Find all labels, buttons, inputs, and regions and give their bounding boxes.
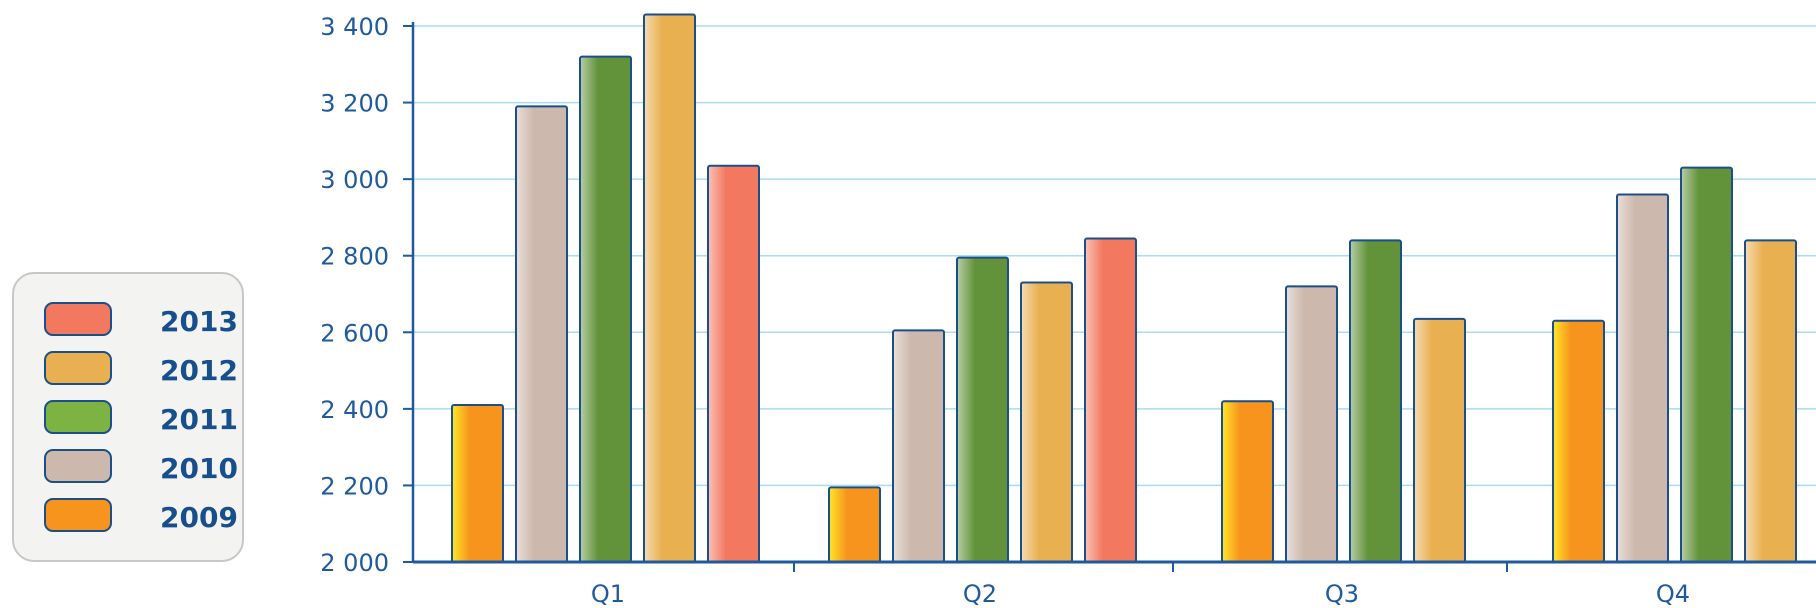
bar-2010-Q2 xyxy=(892,329,945,563)
bar-2009-Q1 xyxy=(451,404,504,563)
x-tick-label: Q1 xyxy=(591,580,625,608)
legend-swatch xyxy=(44,351,112,385)
legend: 2013 2012 2011 2010 2009 xyxy=(12,272,244,562)
legend-label: 2011 xyxy=(160,403,238,436)
legend-swatch xyxy=(44,400,112,434)
y-tick-label: 3 200 xyxy=(320,90,389,118)
legend-swatch xyxy=(44,498,112,532)
bar-2012-Q1 xyxy=(643,13,696,564)
legend-item: 2012 xyxy=(44,351,238,389)
legend-label: 2012 xyxy=(160,354,238,387)
bar-2009-Q4 xyxy=(1552,319,1605,563)
legend-label: 2009 xyxy=(160,501,238,534)
bar-2011-Q2 xyxy=(956,256,1009,563)
x-tick-label: Q4 xyxy=(1656,580,1690,608)
legend-swatch xyxy=(44,449,112,483)
y-tick-label: 2 600 xyxy=(320,319,389,347)
y-tick-label: 3 400 xyxy=(320,13,389,41)
axes xyxy=(403,22,1816,572)
bar-2011-Q4 xyxy=(1680,166,1733,564)
legend-item: 2013 xyxy=(44,302,238,340)
bar-2013-Q1 xyxy=(707,164,760,563)
bar-2010-Q4 xyxy=(1616,193,1669,563)
y-tick-label: 2 000 xyxy=(320,549,389,577)
bar-2009-Q2 xyxy=(828,486,881,564)
bar-2010-Q1 xyxy=(515,105,568,564)
legend-item: 2009 xyxy=(44,498,238,536)
bars xyxy=(451,13,1797,564)
bar-2009-Q3 xyxy=(1221,400,1274,564)
tick-labels: 2 000 2 200 2 400 2 600 2 800 3 000 3 200 3 400… xyxy=(320,13,1690,608)
y-tick-label: 2 200 xyxy=(320,472,389,500)
bar-2012-Q3 xyxy=(1413,317,1466,563)
x-tick-label: Q2 xyxy=(963,580,997,608)
bar-2013-Q2 xyxy=(1084,237,1137,563)
legend-item: 2010 xyxy=(44,449,238,487)
x-tick-label: Q3 xyxy=(1325,580,1359,608)
bar-2010-Q3 xyxy=(1285,285,1338,563)
legend-swatch xyxy=(44,302,112,336)
bar-2011-Q3 xyxy=(1349,239,1402,563)
y-tick-label: 2 400 xyxy=(320,396,389,424)
legend-label: 2013 xyxy=(160,305,238,338)
legend-item: 2011 xyxy=(44,400,238,438)
bar-2012-Q4 xyxy=(1744,239,1797,563)
bar-2012-Q2 xyxy=(1020,281,1073,563)
y-tick-label: 3 000 xyxy=(320,166,389,194)
legend-label: 2010 xyxy=(160,452,238,485)
y-tick-label: 2 800 xyxy=(320,243,389,271)
bar-2011-Q1 xyxy=(579,55,632,563)
